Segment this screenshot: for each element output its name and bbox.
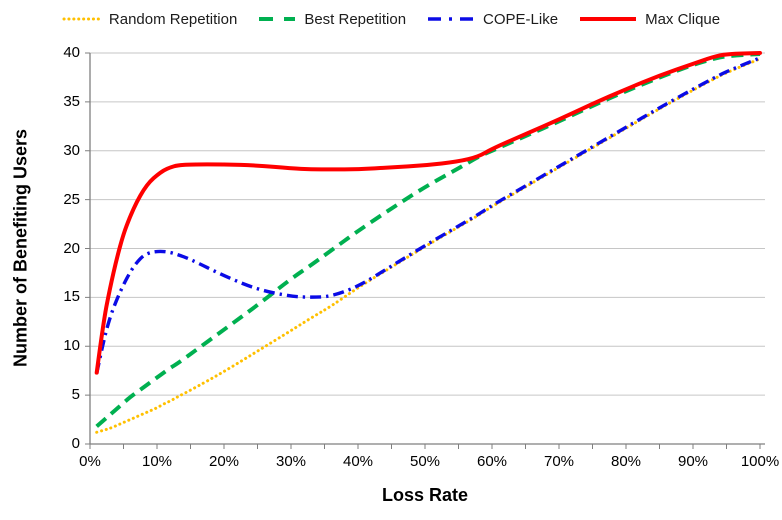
x-tick-label: 100% [740, 453, 780, 470]
x-tick-label: 70% [543, 453, 575, 470]
dotted-line-icon [62, 15, 102, 23]
x-tick-label: 50% [409, 453, 441, 470]
y-tick-label: 30 [63, 141, 80, 159]
x-tick-label: 80% [610, 453, 642, 470]
legend-label: Max Clique [645, 10, 721, 28]
x-tick-label: 20% [208, 453, 240, 470]
x-tick-label: 40% [342, 453, 374, 470]
x-tick-label: 10% [141, 453, 173, 470]
series-line-max-clique [94, 51, 762, 375]
y-tick-label: 20 [63, 239, 80, 257]
series-line-random-repetition [95, 57, 762, 434]
x-tick-label: 30% [275, 453, 307, 470]
y-tick-label: 15 [63, 288, 80, 306]
legend-item-cope-like: COPE-Like [426, 11, 558, 28]
x-tick-label: 0% [79, 453, 101, 470]
legend-item-best-repetition: Best Repetition [257, 11, 406, 28]
y-tick-label: 10 [63, 337, 80, 355]
legend-label: COPE-Like [483, 10, 559, 28]
legend-label: Random Repetition [108, 10, 238, 28]
x-tick-label: 60% [476, 453, 508, 470]
x-axis-title: Loss Rate [381, 485, 469, 505]
series-line-best-repetition [95, 51, 761, 428]
legend-item-random-repetition: Random Repetition [62, 11, 237, 28]
dashed-line-icon [257, 15, 297, 23]
series-line-cope-like [95, 56, 761, 374]
y-tick-label: 40 [63, 44, 80, 61]
y-tick-label: 25 [63, 190, 80, 208]
legend: Random Repetition Best Repetition COPE-L… [0, 6, 782, 32]
legend-item-max-clique: Max Clique [578, 11, 720, 28]
solid-line-icon [578, 15, 638, 23]
dashdot-line-icon [426, 15, 476, 23]
x-tick-label: 90% [677, 453, 709, 470]
y-tick-label: 0 [71, 435, 80, 452]
legend-label: Best Repetition [304, 10, 407, 28]
y-tick-label: 35 [63, 92, 80, 110]
y-tick-label: 5 [71, 386, 80, 404]
